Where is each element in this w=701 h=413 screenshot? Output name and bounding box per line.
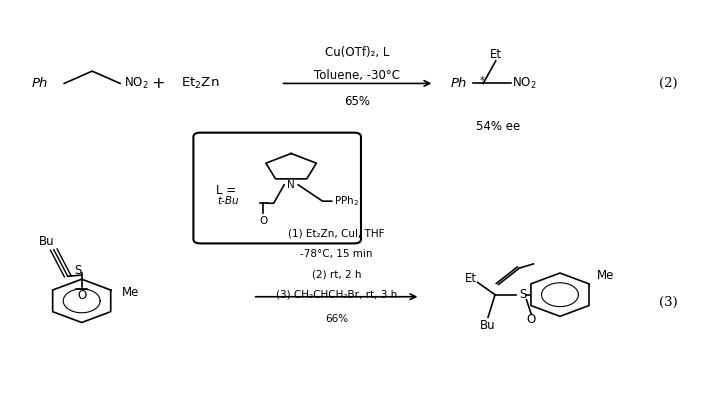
Text: Ph: Ph	[451, 77, 467, 90]
Text: Ph: Ph	[32, 77, 48, 90]
Text: Me: Me	[597, 268, 614, 282]
Text: Et$_2$Zn: Et$_2$Zn	[181, 76, 219, 91]
Text: Bu: Bu	[39, 235, 55, 248]
Text: NO$_2$: NO$_2$	[123, 76, 148, 91]
Text: S: S	[519, 288, 526, 301]
Text: +: +	[151, 76, 165, 91]
Text: (2) rt, 2 h: (2) rt, 2 h	[312, 269, 361, 279]
Text: -78°C, 15 min: -78°C, 15 min	[300, 249, 373, 259]
Text: N: N	[287, 180, 295, 190]
Text: (3) CH₂CHCH₂Br, rt, 3 h: (3) CH₂CHCH₂Br, rt, 3 h	[276, 290, 397, 300]
Text: Me: Me	[122, 286, 139, 299]
Text: (3): (3)	[659, 297, 678, 309]
Text: NO$_2$: NO$_2$	[512, 76, 537, 91]
Text: (1) Et₂Zn, CuI, THF: (1) Et₂Zn, CuI, THF	[288, 228, 385, 238]
Text: 54% ee: 54% ee	[476, 120, 520, 133]
Text: Cu(OTf)₂, L: Cu(OTf)₂, L	[325, 46, 390, 59]
Text: PPh$_2$: PPh$_2$	[334, 194, 360, 208]
Text: 66%: 66%	[325, 314, 348, 324]
Text: (2): (2)	[659, 77, 677, 90]
Text: Bu: Bu	[480, 319, 496, 332]
Text: O: O	[77, 289, 86, 302]
Text: 65%: 65%	[344, 95, 371, 108]
Text: O: O	[259, 216, 267, 225]
Text: Toluene, -30°C: Toluene, -30°C	[315, 69, 400, 82]
Text: S: S	[74, 264, 82, 278]
Text: L =: L =	[216, 184, 236, 197]
Text: t-Bu: t-Bu	[217, 196, 239, 206]
Text: *: *	[479, 76, 484, 86]
Text: Et: Et	[490, 48, 502, 61]
FancyBboxPatch shape	[193, 133, 361, 243]
Text: Et: Et	[465, 272, 477, 285]
Text: O: O	[526, 313, 536, 326]
